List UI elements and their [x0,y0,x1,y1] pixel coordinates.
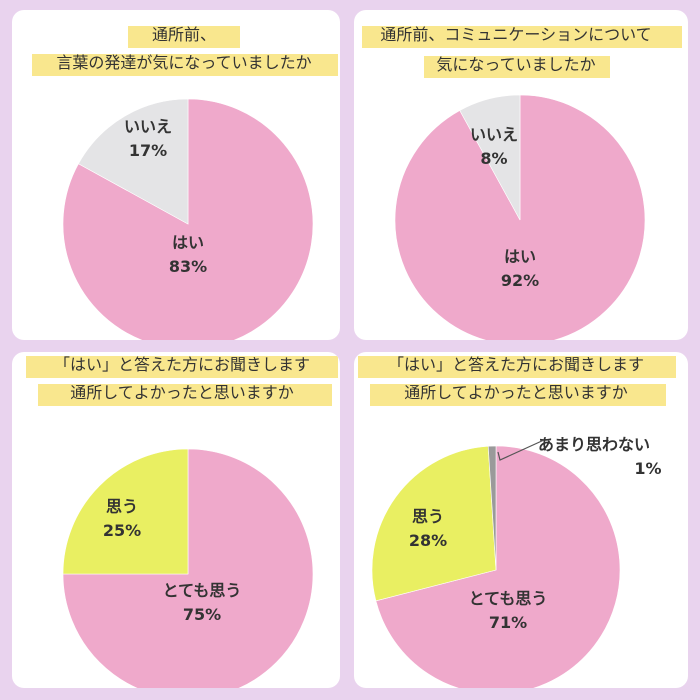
title-highlight [370,384,666,406]
slice-label: 思う [412,507,444,526]
pie [371,445,621,688]
pie-chart-panel-satisfaction-a: 「はい」と答えた方にお聞きします 通所してよかったと思いますかとても思う 75% 思う… [12,352,340,688]
pie-slice-0 [375,445,621,688]
chart-title-line: 通所してよかったと思いますか [70,383,294,402]
pie-slice-1 [78,98,189,225]
chart-title-line: 通所してよかったと思いますか [404,383,628,402]
slice-label: いいえ [124,117,172,136]
slice-percent: 28% [409,531,447,550]
chart-title-line: 「はい」と答えた方にお聞きします [388,355,644,374]
pie-chart-panel-communication: 通所前、コミュニケーションについて 気になっていましたかはい 92% いいえ 8% [354,10,688,340]
slice-label: はい [172,233,204,252]
chart-title-line: 「はい」と答えた方にお聞きします [54,355,310,374]
pie-slice-1 [62,448,189,575]
pie [62,98,314,340]
slice-label: 思う [106,497,138,516]
pie [394,94,646,340]
chart-title-line: 通所前、 [152,25,216,44]
title-highlight [424,56,610,78]
chart-title-line: 気になっていましたか [436,55,595,74]
slice-label: いいえ [470,125,518,144]
slice-percent: 83% [169,257,207,276]
pie [62,448,314,688]
pie-slice-1 [459,94,521,221]
slice-percent: 25% [103,521,141,540]
pie-chart-panel-language: 通所前、言葉の発達が気になっていましたかはい 83% いいえ 17% [12,10,340,340]
slice-percent: 17% [129,141,167,160]
pie-slice-0 [62,448,314,688]
slice-label: はい [504,247,536,266]
title-highlight [362,26,682,48]
chart-title-line: 言葉の発達が気になっていましたか [56,53,311,72]
title-highlight [26,356,338,378]
slice-label: あまり思わない [538,435,650,454]
pie-chart-panel-satisfaction-b: 「はい」と答えた方にお聞きします 通所してよかったと思いますかとても思う 71% 思う… [354,352,688,688]
title-highlight [128,26,240,48]
slice-label: とても思う [469,589,548,608]
pie-slice-2 [487,445,497,571]
slice-percent: 92% [501,271,539,290]
slice-label: とても思う [163,581,242,600]
slice-percent: 71% [489,613,527,632]
leader-line [497,439,545,461]
title-highlight [358,356,676,378]
title-highlight [32,54,338,76]
slice-percent: 8% [480,149,507,168]
title-highlight [38,384,332,406]
slice-percent: 1% [634,459,661,478]
pie-slice-1 [371,445,497,602]
chart-title-line: 通所前、コミュニケーションについて [380,25,651,44]
slice-percent: 75% [183,605,221,624]
